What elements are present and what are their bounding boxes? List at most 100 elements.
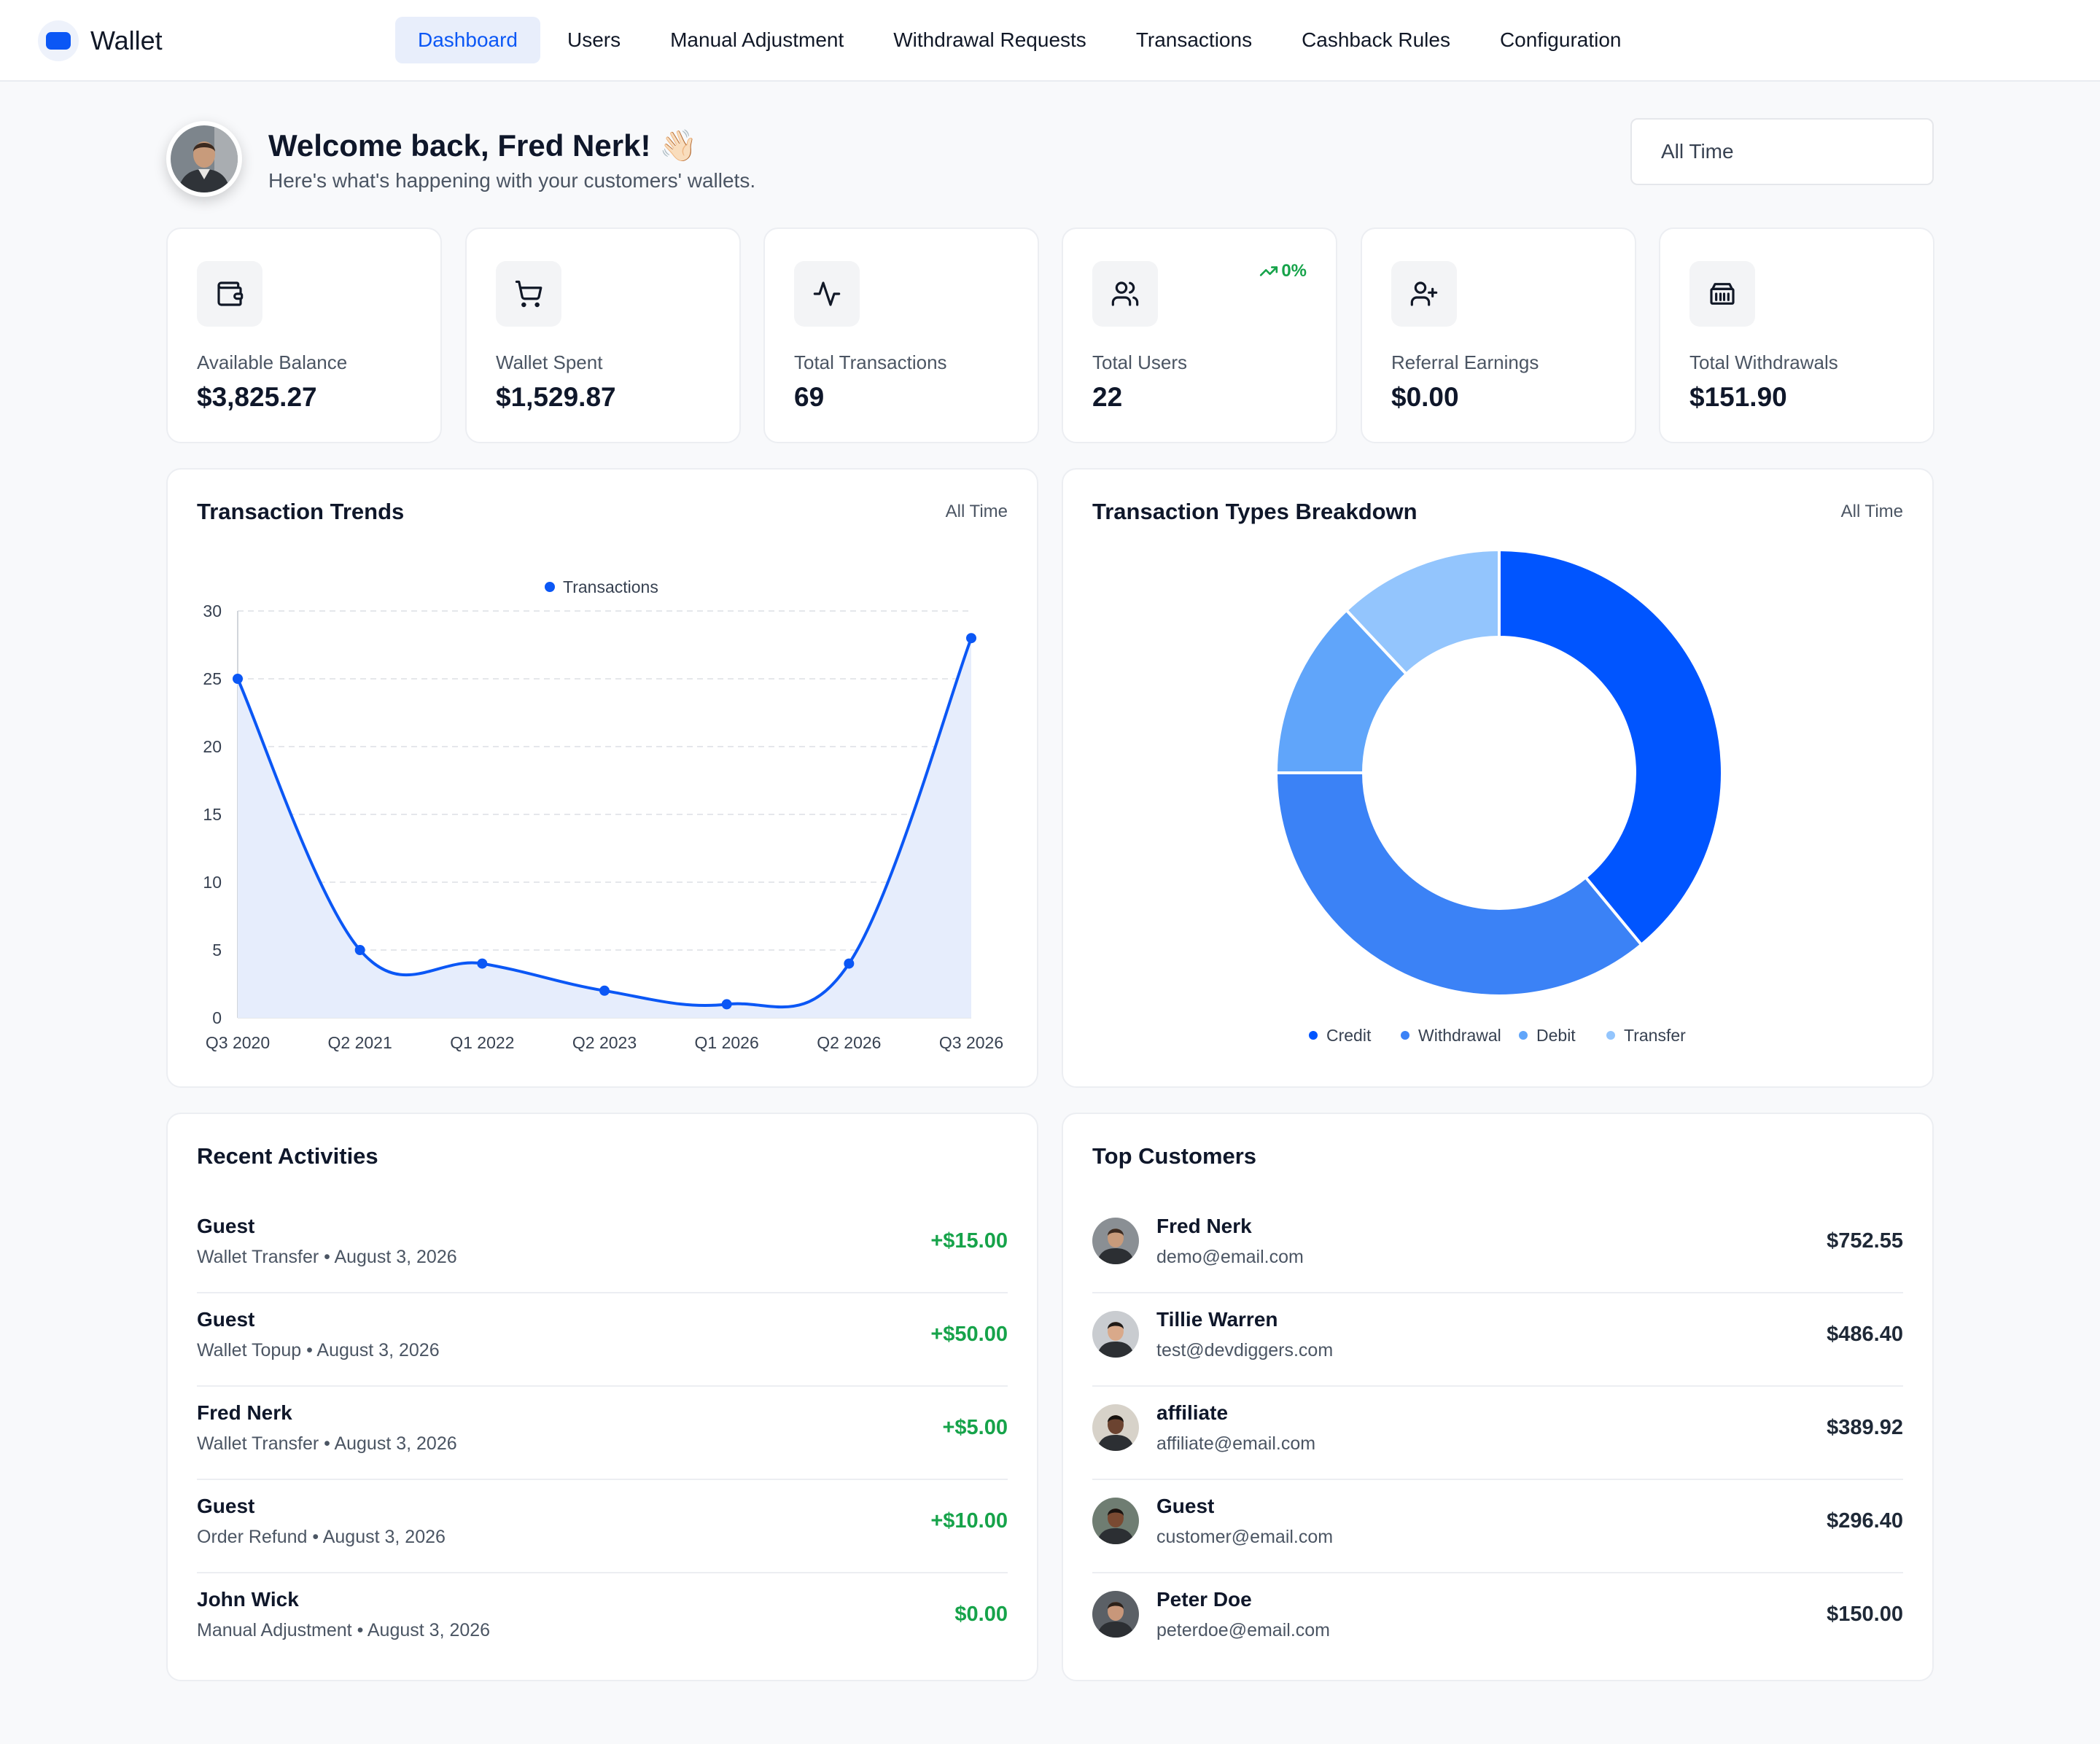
list-item[interactable]: affiliate affiliate@email.com $389.92 (1092, 1387, 1903, 1480)
customer-amount: $150.00 (1827, 1603, 1903, 1626)
panel-range: All Time (945, 502, 1008, 521)
stat-label: Total Users (1092, 351, 1188, 373)
avatar-face (1108, 1229, 1124, 1247)
activity-user: Fred Nerk (197, 1401, 292, 1424)
list-item[interactable]: Guest Wallet Transfer • August 3, 2026 +… (197, 1200, 1008, 1293)
stat-value: $0.00 (1391, 382, 1459, 412)
avatar (1092, 1311, 1139, 1358)
legend-label: Withdrawal (1418, 1026, 1501, 1045)
customer-amount: $486.40 (1827, 1323, 1903, 1346)
data-point (477, 958, 488, 969)
stat-value: 22 (1092, 382, 1123, 412)
customer-name: Peter Doe (1156, 1588, 1252, 1611)
customer-avatar-photo (1092, 1404, 1139, 1451)
list-item[interactable]: Guest customer@email.com $296.40 (1092, 1480, 1903, 1573)
customer-name: affiliate (1156, 1401, 1229, 1424)
list-item[interactable]: Tillie Warren test@devdiggers.com $486.4… (1092, 1293, 1903, 1387)
legend-marker (1401, 1031, 1409, 1040)
y-tick-label: 0 (212, 1008, 222, 1027)
customer-amount: $752.55 (1827, 1229, 1903, 1253)
list-item[interactable]: Fred Nerk Wallet Transfer • August 3, 20… (197, 1387, 1008, 1480)
pie-slice (1498, 548, 1724, 947)
nav-withdrawal-requests[interactable]: Withdrawal Requests (893, 28, 1086, 51)
panel-title: Transaction Trends (197, 499, 405, 524)
avatar-face (1108, 1415, 1124, 1434)
legend-marker (1309, 1031, 1318, 1040)
activity-amount: +$10.00 (930, 1509, 1008, 1533)
legend-label: Transfer (1624, 1026, 1686, 1045)
nav-dashboard[interactable]: Dashboard (395, 17, 540, 63)
activity-meta: Order Refund • August 3, 2026 (197, 1527, 446, 1547)
trending-up-icon (1260, 266, 1278, 276)
pie-slice (1274, 771, 1644, 997)
list-item[interactable]: Guest Order Refund • August 3, 2026 +$10… (197, 1480, 1008, 1573)
transaction-trends-chart: 0 5 10 15 20 25 30 Q3 2020 Q2 2021 Q1 2022 Q2 2023… (203, 577, 1003, 1052)
customer-email: customer@email.com (1156, 1527, 1334, 1547)
stat-label: Available Balance (197, 351, 348, 373)
activity-user: Guest (197, 1215, 255, 1237)
activity-meta: Wallet Topup • August 3, 2026 (197, 1340, 440, 1360)
top-customers-panel: Top Customers Fred Nerk demo@email.com $… (1062, 1113, 1934, 1681)
avatar-shoulders (1097, 1528, 1135, 1544)
customer-name: Tillie Warren (1156, 1308, 1278, 1331)
stat-card-wallet-spent: Wallet Spent $1,529.87 (465, 227, 741, 443)
list-item[interactable]: John Wick Manual Adjustment • August 3, … (197, 1573, 1008, 1667)
wallet-logo-icon (38, 20, 79, 61)
nav-cashback-rules[interactable]: Cashback Rules (1302, 28, 1450, 51)
data-point (599, 985, 610, 996)
legend-label: Transactions (563, 577, 658, 596)
stat-value: $3,825.27 (197, 382, 317, 412)
stat-card-total-transactions: Total Transactions 69 (763, 227, 1039, 443)
customer-avatar-photo (1092, 1311, 1139, 1358)
app-title: Wallet (90, 26, 163, 55)
x-tick-label: Q1 2022 (450, 1033, 514, 1052)
x-tick-label: Q1 2026 (695, 1033, 759, 1052)
date-range-select[interactable]: All Time (1630, 118, 1934, 185)
users-icon (1092, 261, 1158, 327)
y-tick-label: 15 (203, 805, 222, 824)
welcome-subtitle: Here's what's happening with your custom… (268, 169, 756, 192)
nav-manual-adjustment[interactable]: Manual Adjustment (670, 28, 844, 51)
user-avatar-photo (171, 125, 238, 192)
top-customers-list: Fred Nerk demo@email.com $752.55 Tillie … (1092, 1200, 1903, 1667)
avatar-shoulders (1097, 1622, 1135, 1638)
avatar-hair (1108, 1415, 1124, 1422)
avatar-shoulders (1097, 1248, 1135, 1264)
panel-title: Transaction Types Breakdown (1092, 499, 1418, 524)
activity-amount: +$15.00 (930, 1229, 1008, 1253)
data-point (354, 945, 365, 955)
customer-name: Guest (1156, 1495, 1215, 1517)
user-avatar[interactable] (166, 121, 242, 197)
recent-activities-list: Guest Wallet Transfer • August 3, 2026 +… (197, 1200, 1008, 1667)
avatar (1092, 1404, 1139, 1451)
y-tick-label: 25 (203, 669, 222, 688)
avatar-hair (1108, 1509, 1124, 1516)
brand[interactable]: Wallet (38, 19, 163, 63)
user-plus-icon (1391, 261, 1457, 327)
panel-range: All Time (1840, 502, 1903, 521)
legend-marker (1519, 1031, 1528, 1040)
avatar-hair (1108, 1322, 1124, 1329)
list-item[interactable]: Fred Nerk demo@email.com $752.55 (1092, 1200, 1903, 1293)
customer-email: affiliate@email.com (1156, 1433, 1316, 1454)
y-tick-label: 5 (212, 941, 222, 959)
avatar-hair (1108, 1229, 1124, 1236)
recent-activities-panel: Recent Activities Guest Wallet Transfer … (166, 1113, 1038, 1681)
nav-transactions[interactable]: Transactions (1135, 28, 1253, 51)
nav-users[interactable]: Users (567, 28, 621, 51)
activity-amount: +$5.00 (942, 1416, 1008, 1439)
stat-card-total-users: 0% Total Users 22 (1062, 227, 1337, 443)
activity-user: Guest (197, 1308, 255, 1331)
panel-title: Recent Activities (197, 1143, 378, 1169)
stat-card-available-balance: Available Balance $3,825.27 (166, 227, 442, 443)
customer-avatar-photo (1092, 1218, 1139, 1264)
list-item[interactable]: Guest Wallet Topup • August 3, 2026 +$50… (197, 1293, 1008, 1387)
list-item[interactable]: Peter Doe peterdoe@email.com $150.00 (1092, 1573, 1903, 1667)
stat-label: Wallet Spent (496, 351, 603, 373)
legend-marker (545, 582, 555, 592)
avatar-hair (1108, 1602, 1124, 1609)
nav-configuration[interactable]: Configuration (1499, 28, 1622, 51)
customer-avatar-photo (1092, 1498, 1139, 1544)
wallet-icon (197, 261, 262, 327)
pie-slice (1344, 548, 1501, 677)
